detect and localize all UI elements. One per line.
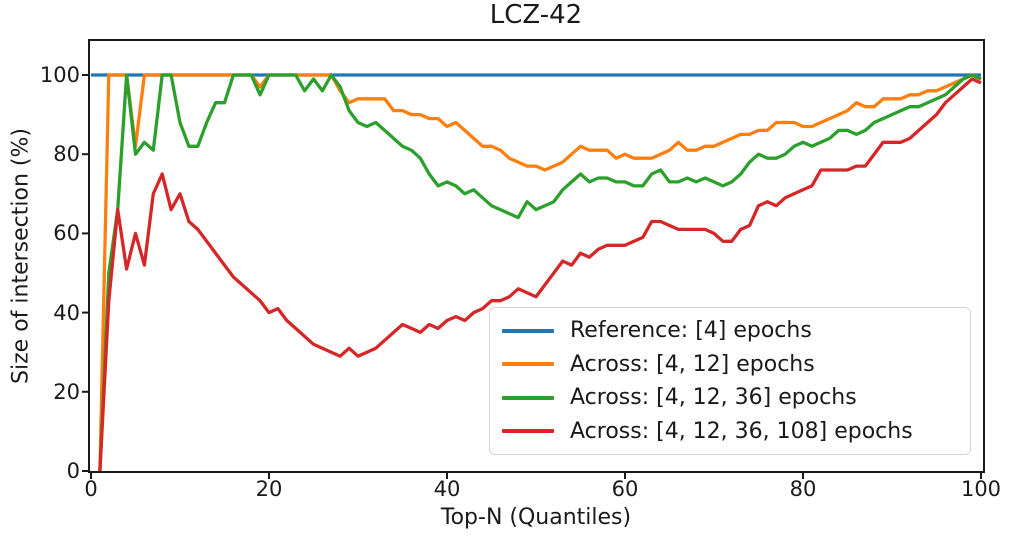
legend-line-sample-3 [502,429,554,434]
x-tick-label-80: 80 [789,477,817,501]
legend-line-sample-2 [502,395,554,400]
y-tick-label-40: 40 [53,300,80,325]
legend-row-2: Across: [4, 12, 36] epochs [502,385,958,410]
legend-row-1: Across: [4, 12] epochs [502,352,958,377]
y-tick-label-20: 20 [53,379,80,404]
legend-label-0: Reference: [4] epochs [570,318,812,344]
y-tick-label-0: 0 [66,459,80,483]
y-tick-label-100: 100 [39,63,80,87]
legend-row-3: Across: [4, 12, 36, 108] epochs [502,419,958,444]
series-lines [91,73,982,472]
legend-label-1: Across: [4, 12] epochs [570,351,815,377]
series-line-2 [98,73,982,472]
x-tick-label-0: 0 [84,477,98,501]
legend: Reference: [4] epochs Across: [4, 12] epo… [489,307,971,455]
x-tick-label-40: 40 [433,477,461,501]
chart-title: LCZ-42 [489,0,583,30]
y-tick-label-80: 80 [53,142,80,167]
legend-row-0: Reference: [4] epochs [502,318,958,343]
legend-label-3: Across: [4, 12, 36, 108] epochs [570,418,913,444]
x-tick-label-60: 60 [611,477,639,501]
series-line-3 [98,77,982,472]
legend-line-sample-1 [502,362,554,367]
axes-frame [88,39,985,473]
x-tick-label-100: 100 [960,477,1002,501]
x-axis-label: Top-N (Quantiles) [440,505,632,530]
legend-label-2: Across: [4, 12, 36] epochs [570,385,857,411]
y-tick-label-60: 60 [53,221,80,246]
legend-line-sample-0 [502,328,554,333]
axis-tick-marks [82,74,982,479]
x-tick-label-20: 20 [255,477,283,501]
